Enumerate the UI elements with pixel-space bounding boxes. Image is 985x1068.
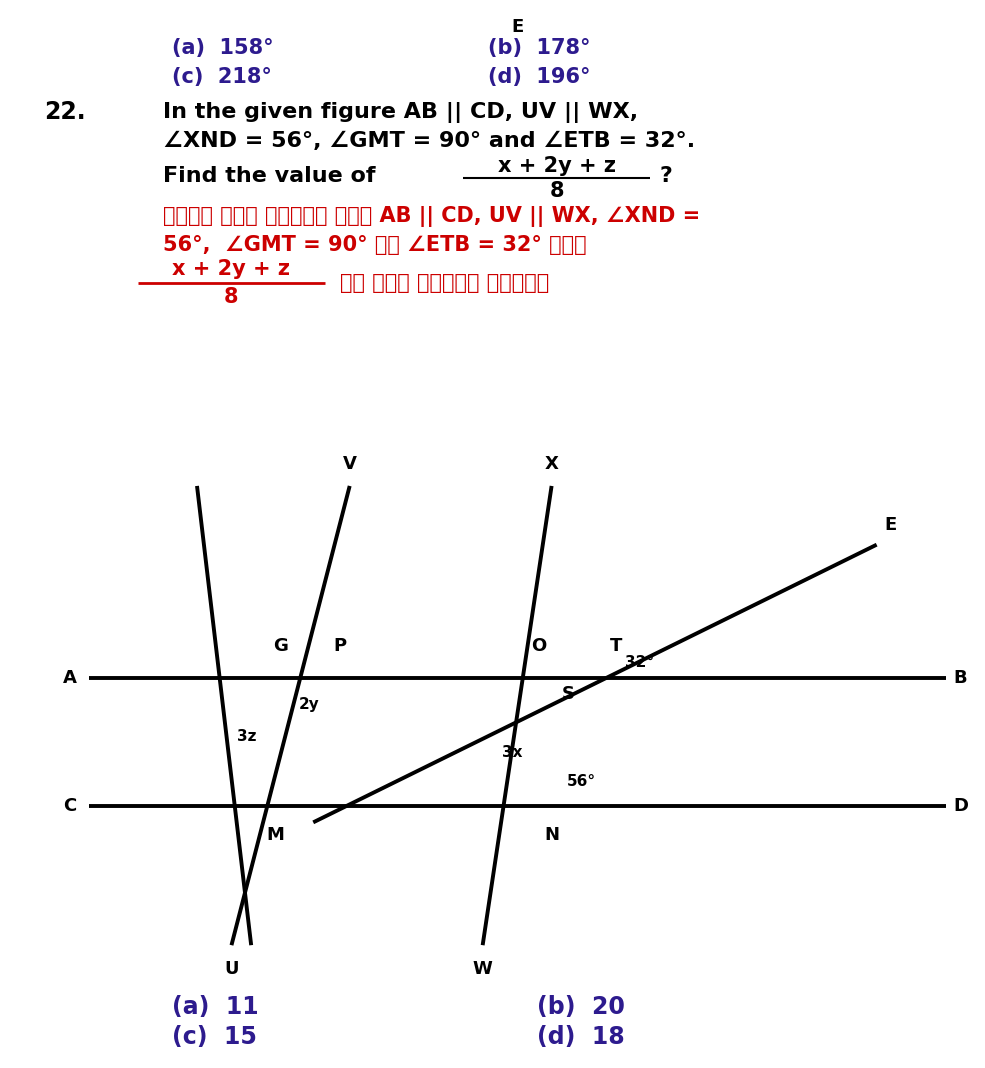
Text: 8: 8: [225, 287, 238, 307]
Text: 56°: 56°: [566, 774, 596, 789]
Text: का मान ज्ञात करें।: का मान ज्ञात करें।: [340, 273, 549, 293]
Text: 32°: 32°: [625, 655, 655, 670]
Text: M: M: [267, 826, 285, 844]
Text: U: U: [225, 960, 238, 978]
Text: 22.: 22.: [44, 100, 86, 124]
Text: ∠XND = 56°, ∠GMT = 90° and ∠ETB = 32°.: ∠XND = 56°, ∠GMT = 90° and ∠ETB = 32°.: [163, 131, 694, 151]
Text: (d)  18: (d) 18: [537, 1025, 624, 1049]
Text: (d)  196°: (d) 196°: [488, 67, 590, 87]
Text: G: G: [273, 637, 289, 655]
Text: X: X: [545, 455, 558, 473]
Text: N: N: [544, 826, 559, 844]
Text: A: A: [63, 670, 77, 687]
Text: W: W: [473, 960, 492, 978]
Text: (b)  20: (b) 20: [537, 995, 624, 1019]
Text: दिये गये चित्र में AB || CD, UV || WX, ∠XND =: दिये गये चित्र में AB || CD, UV || WX, ∠…: [163, 206, 699, 227]
Text: O: O: [531, 637, 547, 655]
Text: S: S: [561, 686, 574, 704]
Text: E: E: [885, 516, 896, 534]
Text: B: B: [953, 670, 967, 687]
Text: Find the value of: Find the value of: [163, 167, 375, 186]
Text: (c)  218°: (c) 218°: [172, 67, 272, 87]
Text: 3x: 3x: [501, 745, 522, 760]
Text: 8: 8: [550, 182, 563, 201]
Text: E: E: [511, 18, 523, 35]
Text: (c)  15: (c) 15: [172, 1025, 257, 1049]
Text: (a)  11: (a) 11: [172, 995, 259, 1019]
Text: 2y: 2y: [298, 697, 319, 712]
Text: ?: ?: [660, 167, 673, 186]
Text: x + 2y + z: x + 2y + z: [497, 156, 616, 175]
Text: x + 2y + z: x + 2y + z: [172, 260, 291, 279]
Text: C: C: [64, 798, 77, 815]
Text: In the given figure AB || CD, UV || WX,: In the given figure AB || CD, UV || WX,: [163, 101, 637, 123]
Text: D: D: [953, 798, 968, 815]
Text: 56°,  ∠GMT = 90° और ∠ETB = 32° है।: 56°, ∠GMT = 90° और ∠ETB = 32° है।: [163, 235, 586, 254]
Text: V: V: [343, 455, 357, 473]
Text: (a)  158°: (a) 158°: [172, 38, 274, 58]
Text: P: P: [333, 637, 347, 655]
Text: T: T: [610, 637, 622, 655]
Text: (b)  178°: (b) 178°: [488, 38, 590, 58]
Text: 3z: 3z: [236, 729, 256, 744]
